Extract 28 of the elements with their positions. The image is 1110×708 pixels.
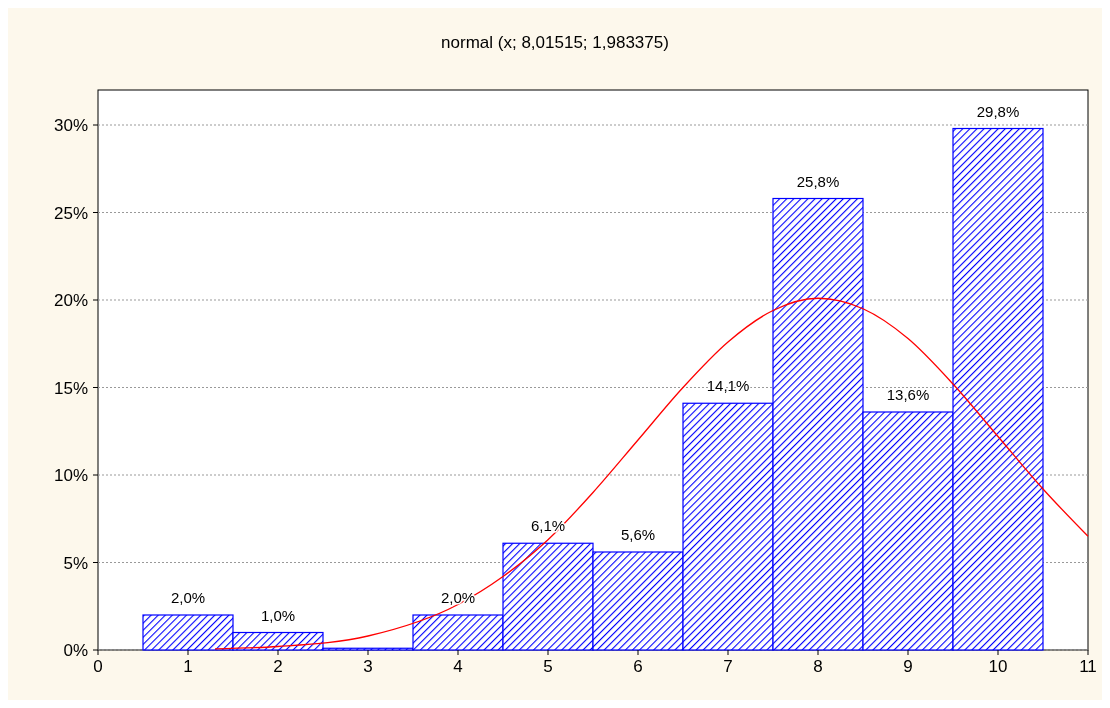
x-tick-label: 0 [93, 657, 103, 676]
line-series [214, 297, 1089, 650]
x-tick-label: 5 [543, 657, 553, 676]
x-tick-label: 9 [903, 657, 913, 676]
x-tick-label: 1 [183, 657, 193, 676]
data-label: 2,0% [170, 589, 206, 606]
x-tick-label: 10 [988, 657, 1008, 676]
y-tick-label: 25% [53, 203, 88, 223]
x-tick-label: 7 [723, 657, 733, 676]
data-label: 29,8% [976, 102, 1020, 120]
data-label: 13,6% [886, 386, 930, 403]
y-tick-label: 10% [53, 466, 88, 485]
y-tick-label: 15% [53, 378, 88, 398]
x-tick-label: 6 [633, 657, 643, 676]
data-label: 5,6% [620, 526, 656, 543]
y-tick-label: 0% [63, 641, 88, 660]
y-tick-label: 20% [53, 291, 88, 310]
x-tick-label: 11 [1079, 657, 1097, 676]
x-tick-label: 3 [363, 657, 373, 676]
y-tick-label: 30% [53, 116, 88, 135]
data-label: 14,1% [706, 377, 750, 395]
data-label: 25,8% [796, 172, 840, 190]
x-tick-label: 8 [813, 657, 823, 676]
chart-title: normal (x; 8,01515; 1,983375) [441, 33, 669, 52]
x-tick-label: 2 [273, 657, 283, 676]
y-tick-label: 5% [63, 553, 88, 573]
data-label: 1,0% [260, 606, 296, 624]
x-tick-label: 4 [453, 657, 463, 676]
